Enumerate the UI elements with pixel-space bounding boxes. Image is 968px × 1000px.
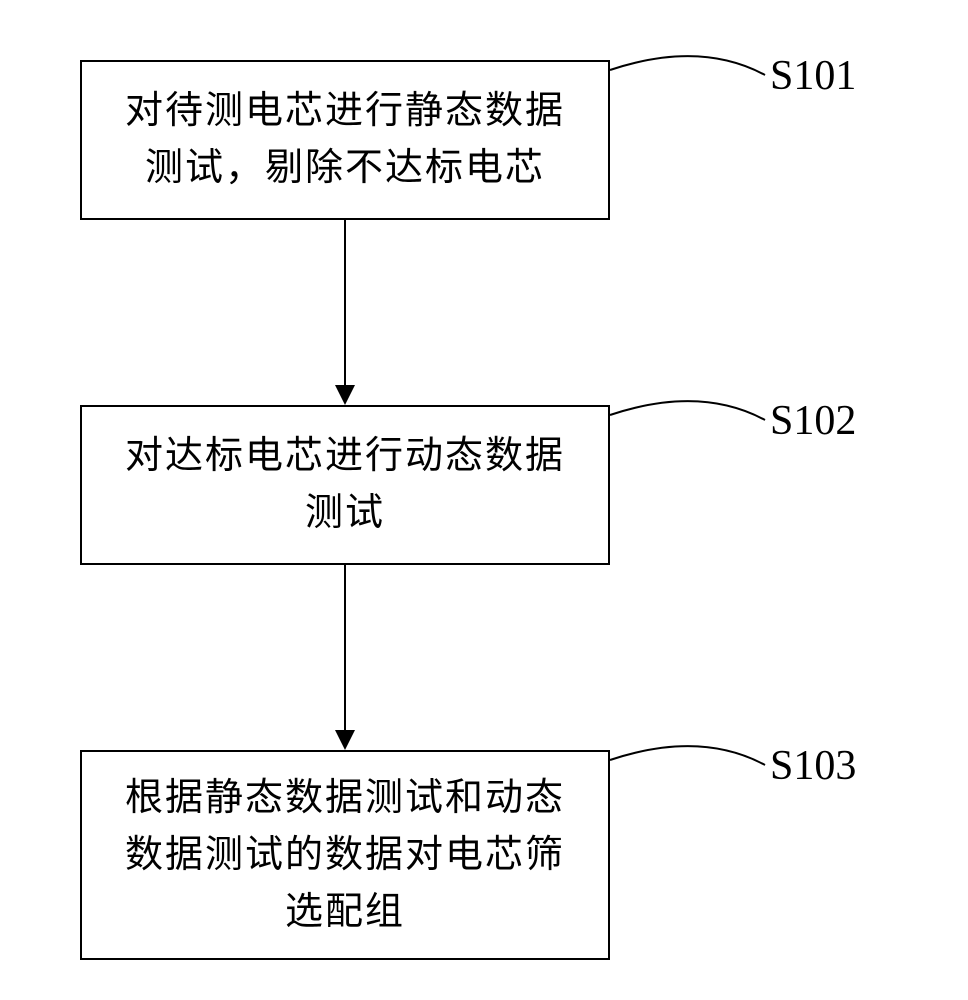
flowchart-canvas: 对待测电芯进行静态数据 测试，剔除不达标电芯 S101 对达标电芯进行动态数据 … <box>0 0 968 1000</box>
callout-curve-s103 <box>0 0 968 1000</box>
